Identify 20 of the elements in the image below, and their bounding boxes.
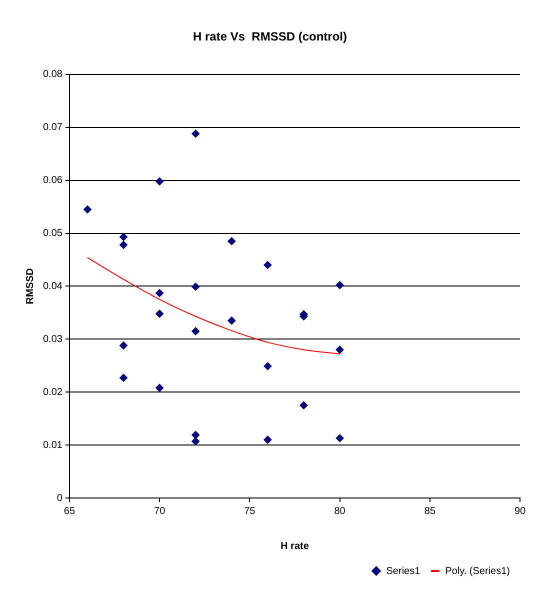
chart-title: H rate Vs RMSSD (control) bbox=[192, 30, 348, 44]
y-tick-label: 0.04 bbox=[42, 280, 63, 292]
y-tick-label: 0.01 bbox=[42, 440, 63, 451]
y-tick-label: 0.02 bbox=[42, 386, 63, 398]
y-tick-label: 0 bbox=[56, 492, 63, 504]
x-tick-label: 70 bbox=[154, 506, 166, 517]
y-tick-label: 0.08 bbox=[42, 69, 63, 80]
x-tick-label: 80 bbox=[334, 506, 346, 517]
x-tick-label: 65 bbox=[64, 506, 76, 517]
x-tick-label: 90 bbox=[514, 506, 526, 517]
x-axis-title: H rate bbox=[280, 540, 310, 552]
x-tick-label: 75 bbox=[244, 506, 256, 517]
y-tick-label: 0.05 bbox=[42, 228, 63, 239]
legend-label: Poly. (Series1) bbox=[445, 566, 510, 577]
x-tick-label: 85 bbox=[424, 506, 436, 517]
y-axis-title: RMSSD bbox=[24, 268, 36, 304]
y-tick-label: 0.07 bbox=[42, 122, 63, 134]
y-tick-label: 0.03 bbox=[42, 334, 63, 345]
y-tick-label: 0.06 bbox=[42, 175, 63, 186]
legend-label: Series1 bbox=[386, 566, 421, 577]
